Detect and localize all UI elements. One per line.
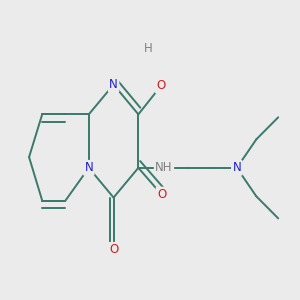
Text: H: H (144, 42, 153, 56)
Text: O: O (109, 243, 118, 256)
Text: O: O (157, 188, 166, 201)
Text: N: N (109, 78, 118, 91)
Text: O: O (156, 79, 166, 92)
Text: NH: NH (155, 161, 173, 174)
Text: N: N (232, 161, 241, 174)
Text: N: N (84, 161, 93, 174)
